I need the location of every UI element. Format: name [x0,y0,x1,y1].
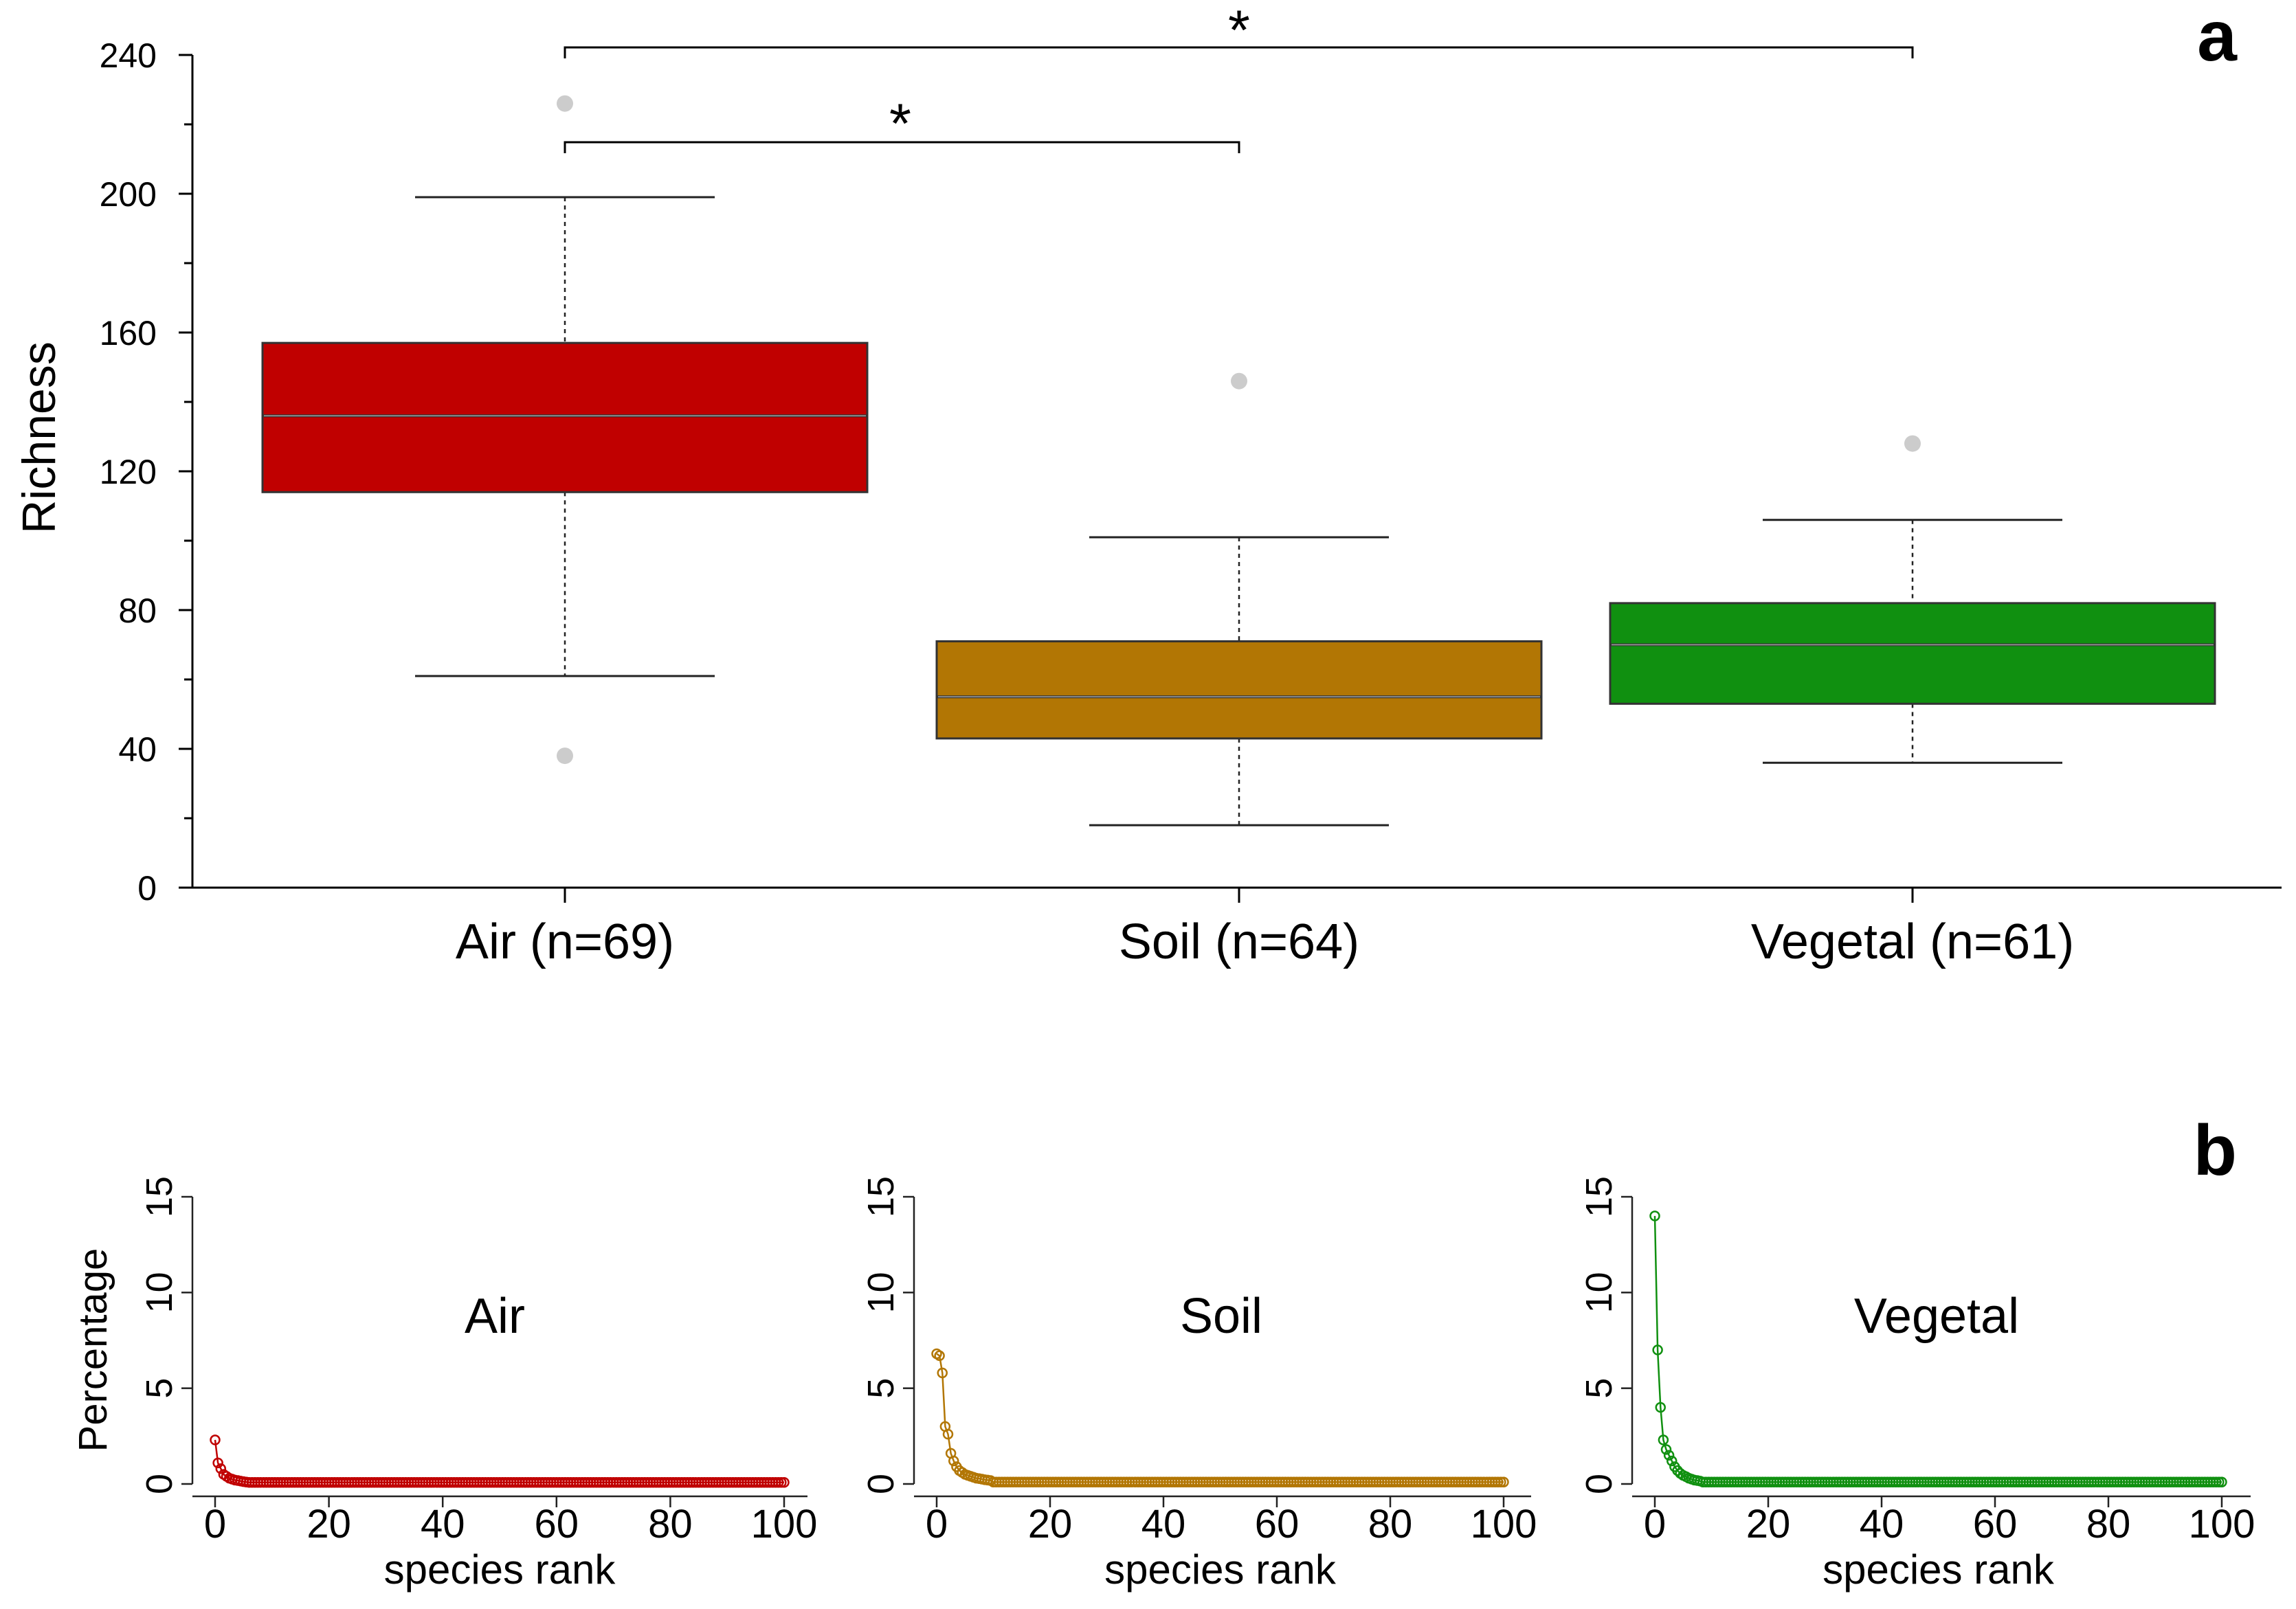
data-point [1660,1444,1672,1455]
y-tick-label: 40 [118,730,157,769]
y-tick-label: 0 [137,869,157,908]
x-tick-label: 80 [2086,1502,2131,1546]
x-axis-title: species rank [1823,1546,2055,1593]
y-tick-label: 5 [1579,1378,1620,1399]
y-tick-label: 10 [860,1272,902,1313]
panel-a-letter: a [2197,0,2238,76]
x-tick-label: 80 [1368,1502,1413,1546]
box-soil [935,372,1543,826]
panel-title: Soil [1180,1289,1262,1344]
significance-star: * [889,93,911,155]
outlier-point [557,747,573,765]
y-tick-label: 240 [100,36,157,75]
y-tick-label: 5 [139,1378,180,1399]
x-tick-label: 60 [1973,1502,2018,1546]
x-tick-label: Vegetal (n=61) [1751,914,2074,969]
x-tick-label: 60 [535,1502,579,1546]
y-tick-label: 5 [860,1378,902,1399]
data-point [1652,1344,1663,1355]
data-point [215,1463,227,1474]
iqr-box [261,341,869,493]
x-tick-label: 0 [926,1502,948,1546]
y-tick-label: 80 [118,592,157,630]
data-point [1663,1450,1675,1461]
data-point [937,1367,948,1379]
y-tick-label: 15 [139,1176,180,1217]
data-point [1655,1402,1666,1413]
y-tick-label: 0 [139,1474,180,1494]
box-air [261,95,869,765]
y-tick-label: 10 [139,1272,180,1313]
x-tick-label: 20 [306,1502,351,1546]
y-tick-label: 160 [100,314,157,352]
x-tick-label: 40 [1141,1502,1186,1546]
x-tick-label: 60 [1255,1502,1300,1546]
y-tick-label: 10 [1579,1272,1620,1313]
data-point [1649,1211,1660,1222]
panel-air: 0 5 10 15 0 20 40 60 80 100 species rank Air [139,1176,817,1593]
x-tick-label: 40 [421,1502,465,1546]
series-line [214,1439,784,1484]
panel-b-ylabel: Percentage [71,1248,115,1452]
outlier-point [557,95,573,112]
iqr-box [1609,602,2216,705]
x-tick-label: 80 [648,1502,693,1546]
series-line [1653,1215,2222,1483]
data-point [210,1434,221,1445]
significance-star: * [1228,0,1250,62]
panel-soil: 0 5 10 15 0 20 40 60 80 100 species rank Soil [860,1176,1537,1593]
significance-bracket [564,141,1240,153]
panel-title: Vegetal [1854,1289,2019,1344]
x-tick-label: 100 [751,1502,818,1546]
y-tick-label: 0 [1579,1474,1620,1494]
x-axis-title: species rank [1104,1546,1337,1593]
y-tick-label: 0 [860,1474,902,1494]
data-point [1498,1476,1509,1487]
iqr-box [935,640,1543,740]
outlier-point [1231,372,1247,390]
data-point [942,1428,954,1440]
boxplot-panel: 0 40 80 120 160 200 240 Air (n=69) Soil (n=64) Ve… [100,0,2282,969]
y-tick-label: 15 [860,1176,902,1217]
x-tick-label: 40 [1860,1502,1904,1546]
data-point [212,1457,223,1469]
data-point [934,1350,945,1362]
data-point [2216,1476,2227,1487]
data-point [1658,1434,1669,1445]
data-point [948,1455,959,1467]
significance-bracket [564,46,1914,58]
x-tick-label: Soil (n=64) [1119,914,1359,969]
panel-vegetal: 0 5 10 15 0 20 40 60 80 100 species rank Vegetal [1579,1176,2255,1593]
x-tick-label: 20 [1028,1502,1073,1546]
y-tick-label: 120 [100,453,157,491]
panel-title: Air [465,1289,525,1344]
y-tick-label: 200 [100,175,157,214]
x-tick-label: 0 [1644,1502,1666,1546]
x-tick-label: Air (n=69) [456,914,674,969]
x-tick-label: 100 [1471,1502,1537,1546]
panel-b-letter: b [2193,1111,2237,1191]
series-line [936,1353,1504,1483]
x-axis-title: species rank [384,1546,616,1593]
x-tick-label: 20 [1746,1502,1791,1546]
data-point [779,1477,790,1488]
y-tick-label: 15 [1579,1176,1620,1217]
x-tick-label: 100 [2189,1502,2255,1546]
data-point [1667,1455,1678,1467]
x-tick-label: 0 [204,1502,226,1546]
box-vegetal [1609,435,2216,764]
outlier-point [1904,435,1921,452]
panel-a-ylabel: Richness [13,341,65,534]
